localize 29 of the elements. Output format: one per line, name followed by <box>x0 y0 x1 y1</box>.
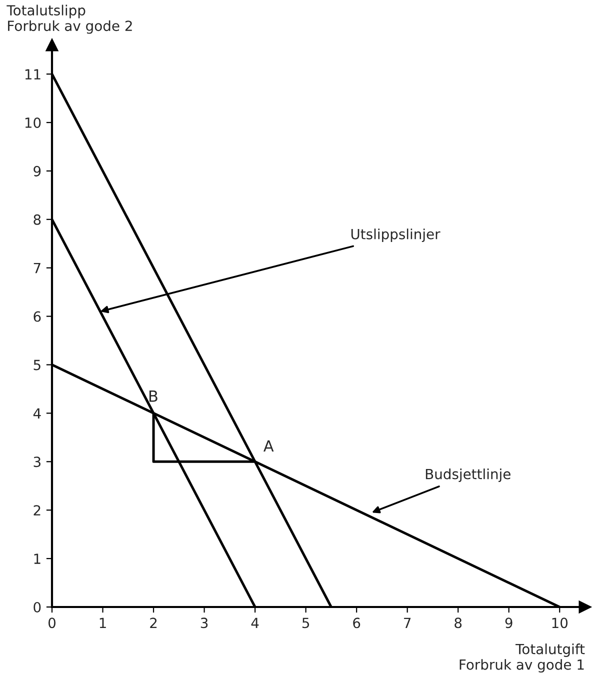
x-tick-label: 1 <box>100 618 106 628</box>
y-tick-label: 2 <box>34 505 40 516</box>
x-tick-label: 5 <box>302 618 310 628</box>
y-tick-label: 10 <box>25 117 41 128</box>
x-tick-label: 8 <box>454 618 462 628</box>
x-axis-title: Totalutgift Forbruk av gode 1 <box>460 644 585 673</box>
annotation: A <box>264 440 274 452</box>
x-tick-label: 10 <box>552 618 568 628</box>
y-tick-label: 5 <box>34 360 40 370</box>
x-tick-label: 2 <box>150 618 157 628</box>
x-tick-label: 0 <box>48 618 56 628</box>
x-tick-label: 6 <box>353 618 360 628</box>
y-axis-title: Totalutslipp Forbruk av gode 2 <box>6 4 132 34</box>
annotation: B <box>149 390 158 402</box>
y-tick-label: 11 <box>25 69 40 80</box>
y-tick-label: 3 <box>34 456 40 468</box>
annotation: Budsjettlinje <box>426 468 510 482</box>
y-tick-label: 8 <box>34 214 41 225</box>
y-tick-label: 4 <box>33 408 41 418</box>
y-tick-label: 1 <box>34 554 40 564</box>
x-tick-label: 4 <box>251 618 259 628</box>
x-tick-label: 3 <box>200 618 208 628</box>
x-tick-label: 9 <box>505 618 512 628</box>
y-tick-label: 9 <box>34 166 41 176</box>
y-tick-label: 7 <box>34 263 40 274</box>
x-tick-label: 7 <box>404 618 411 628</box>
y-tick-label: 6 <box>34 311 41 322</box>
annotation: Utslippslinjer <box>351 228 440 242</box>
y-tick-label: 0 <box>34 602 41 612</box>
